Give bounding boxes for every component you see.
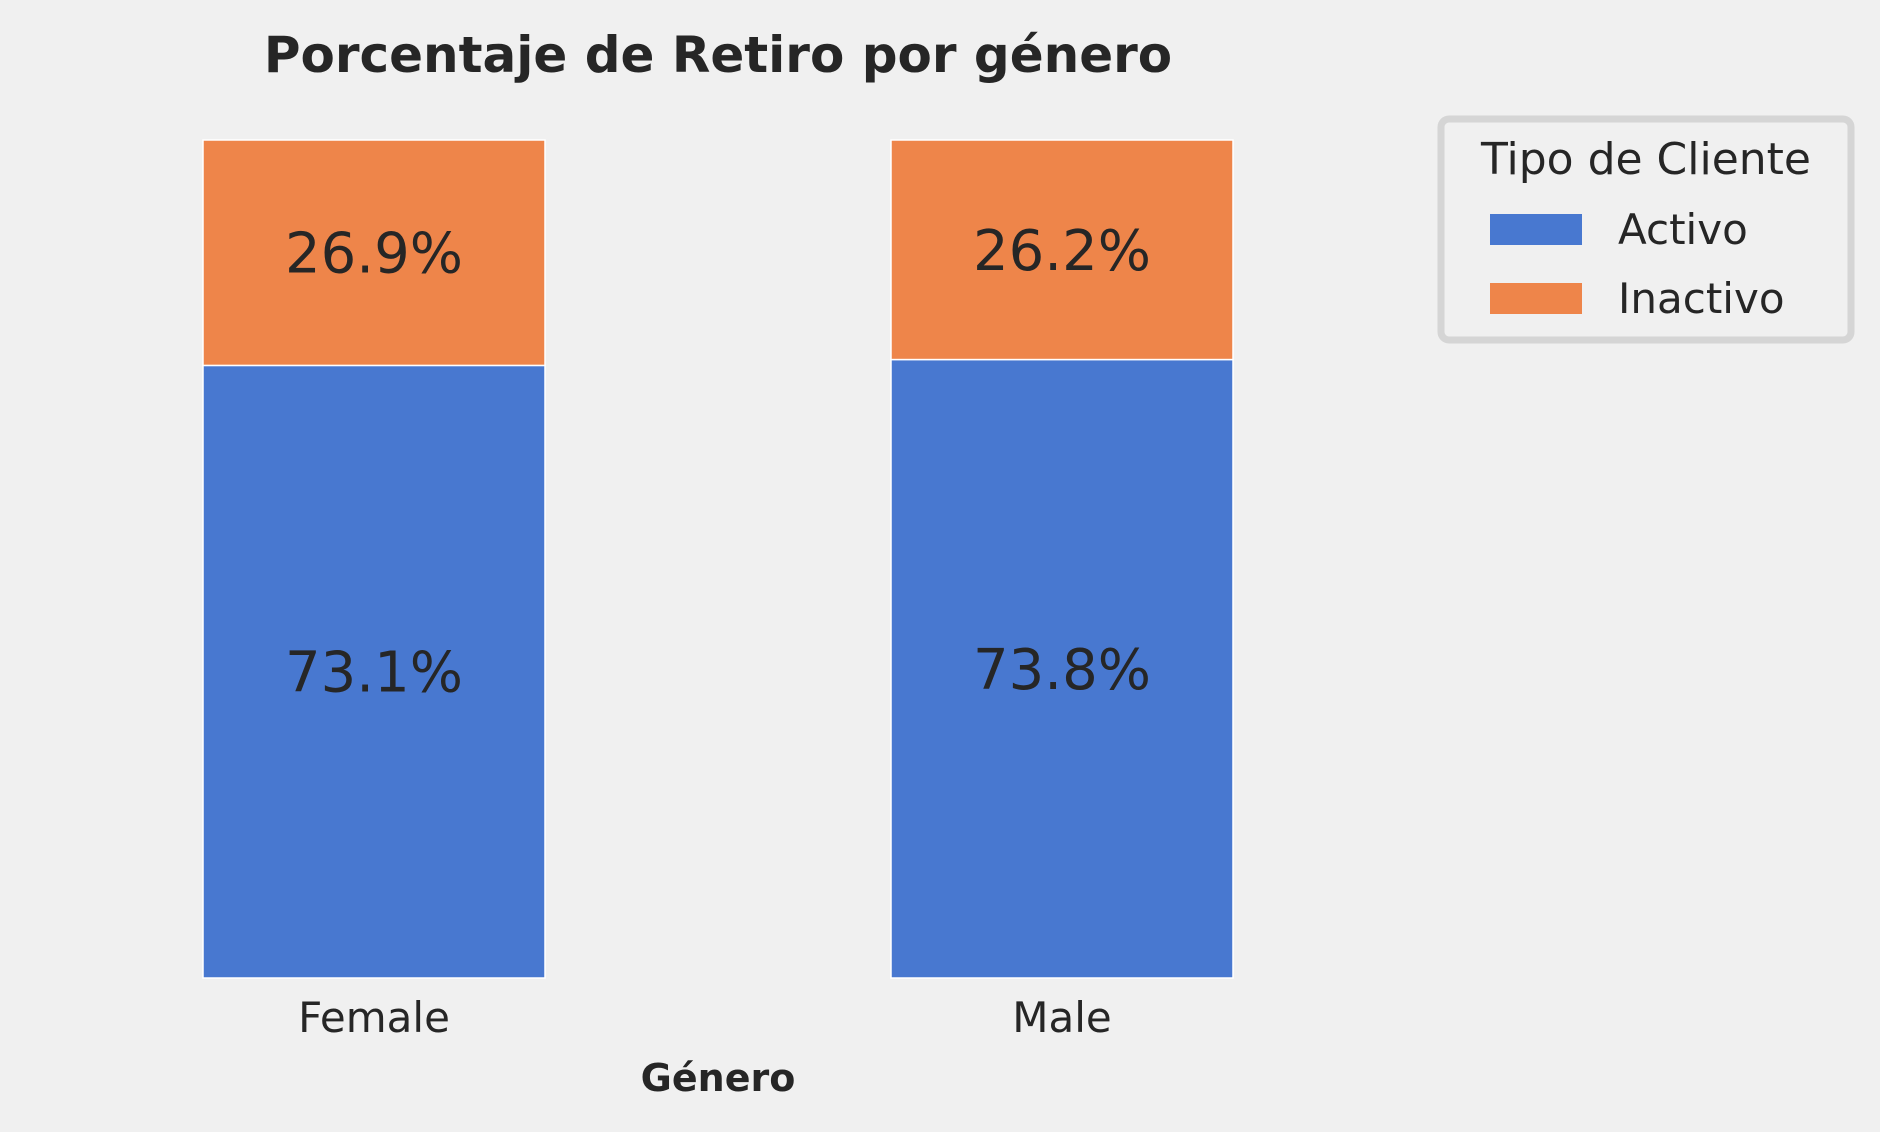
bars-layer: 73.1% 26.9% 73.8% 26.2%	[202, 139, 1234, 979]
legend-title: Tipo de Cliente	[1480, 134, 1811, 185]
legend-items: Activo Inactivo	[1490, 205, 1785, 323]
chart-title: Porcentaje de Retiro por género	[264, 26, 1172, 84]
x-tick-label-female: Female	[298, 993, 450, 1042]
data-label-male-activo: 73.8%	[973, 638, 1151, 703]
data-label-female-activo: 73.1%	[285, 641, 463, 706]
x-axis-ticks: Female Male	[298, 993, 1112, 1042]
x-axis-label: Género	[641, 1056, 796, 1100]
data-label-female-inactivo: 26.9%	[285, 222, 463, 287]
legend-swatch-activo	[1490, 214, 1582, 245]
bar-female-inactivo	[202, 139, 546, 367]
legend-label-inactivo: Inactivo	[1618, 274, 1785, 323]
x-tick-label-male: Male	[1012, 993, 1111, 1042]
legend-label-activo: Activo	[1618, 205, 1748, 254]
bar-male-inactivo	[890, 139, 1234, 361]
legend-swatch-inactivo	[1490, 283, 1582, 314]
data-label-male-inactivo: 26.2%	[973, 219, 1151, 284]
bar-female-activo	[202, 364, 546, 979]
legend: Tipo de Cliente Activo Inactivo	[1437, 115, 1855, 344]
